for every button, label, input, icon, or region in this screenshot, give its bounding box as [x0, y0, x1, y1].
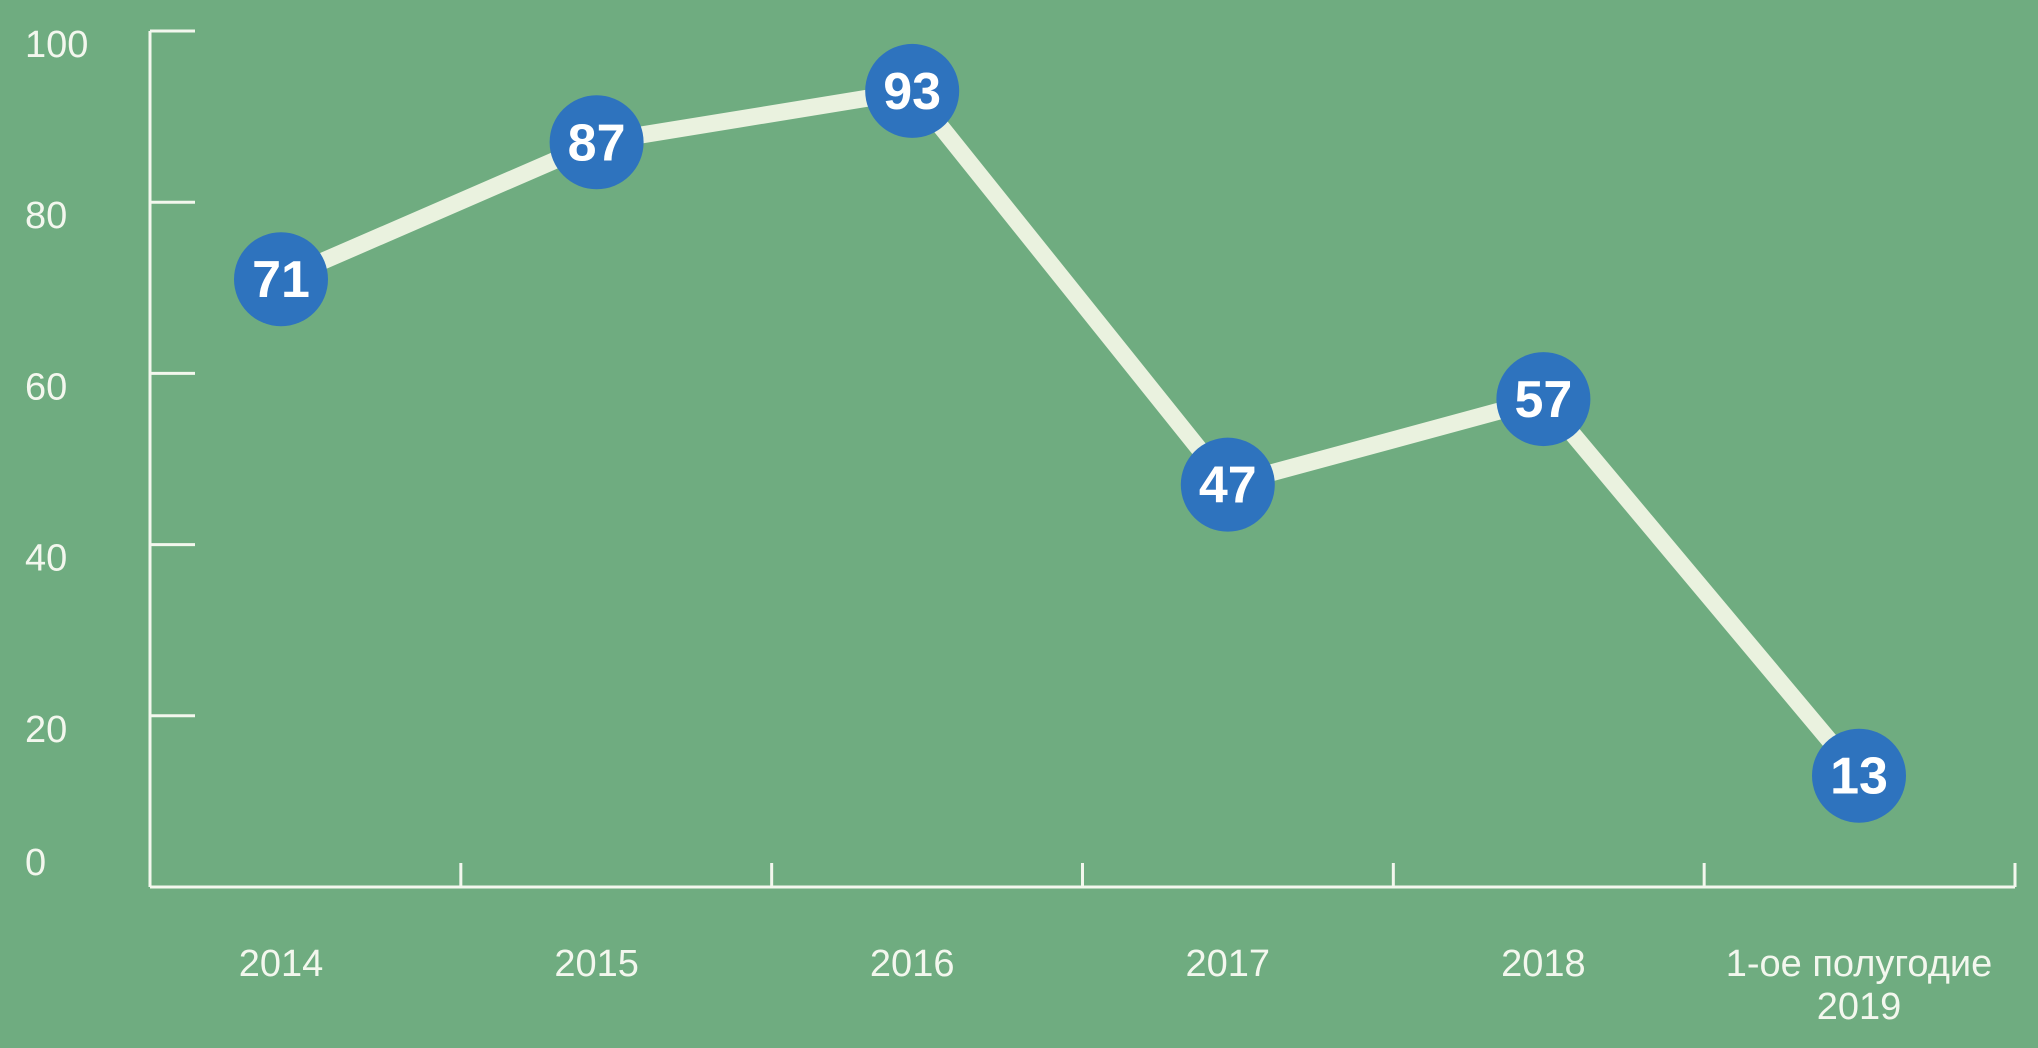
data-point-value-label: 71 — [252, 251, 310, 309]
data-point-value-label: 57 — [1514, 371, 1572, 429]
data-point-marker — [1496, 352, 1591, 447]
y-axis-tick-label: 40 — [25, 538, 67, 580]
x-axis-category-label: 2014 — [239, 943, 324, 985]
data-point-marker — [234, 232, 328, 327]
x-axis-category-label: 2016 — [870, 943, 955, 985]
x-axis-category-label: 2017 — [1186, 943, 1271, 985]
x-axis-category-label: 2015 — [554, 943, 639, 985]
x-axis-category-label: 1-ое полугодие 2019 — [1726, 943, 1993, 1028]
data-point-value-label: 87 — [568, 114, 626, 172]
y-axis-tick-label: 100 — [25, 24, 88, 66]
data-point-value-label: 13 — [1830, 748, 1888, 806]
y-axis-tick-label: 0 — [25, 842, 46, 884]
y-axis-tick-label: 80 — [25, 195, 67, 237]
x-axis-category-label: 2018 — [1501, 943, 1586, 985]
data-point-marker — [865, 43, 960, 138]
data-point-marker — [1180, 437, 1275, 532]
y-axis-tick-label: 60 — [25, 366, 67, 408]
data-point-marker — [549, 95, 644, 190]
y-axis-tick-label: 20 — [25, 709, 67, 751]
data-point-value-label: 93 — [883, 63, 941, 121]
data-point-marker — [1812, 728, 1906, 823]
data-point-value-label: 47 — [1199, 457, 1257, 515]
data-line — [277, 82, 1866, 782]
